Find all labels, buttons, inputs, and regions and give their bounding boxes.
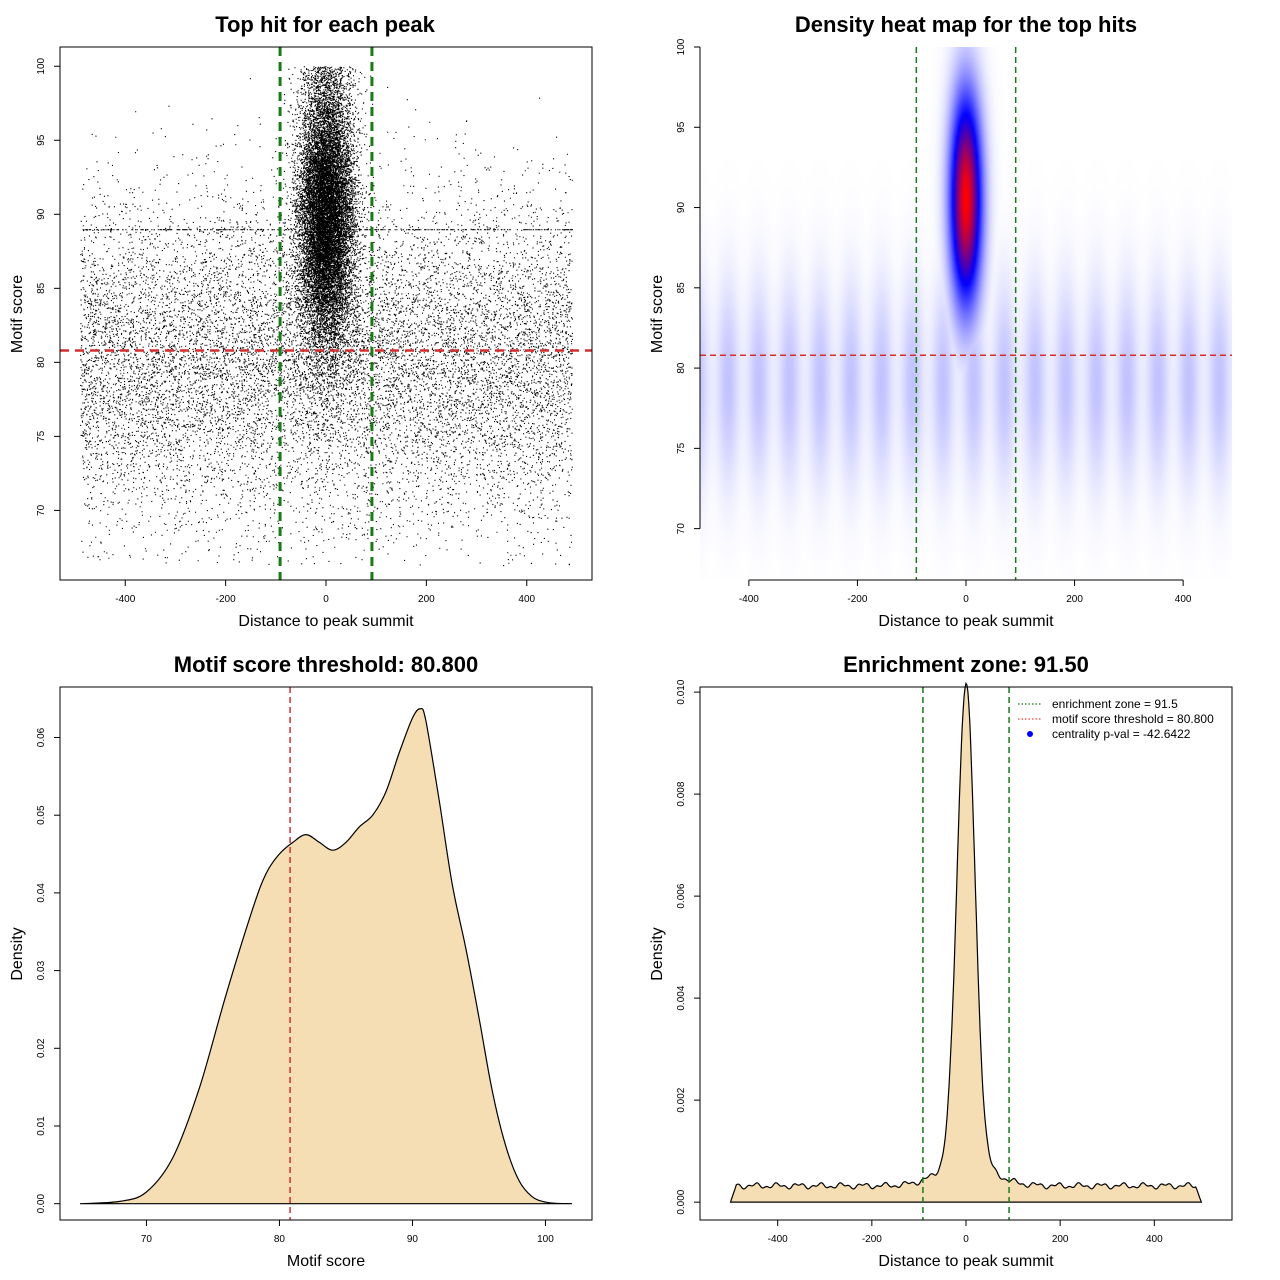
distance-density-x-label: Distance to peak summit: [878, 1253, 1054, 1270]
x-tick-label: -200: [847, 594, 867, 605]
y-tick-label: 95: [36, 134, 47, 146]
heatmap-reference-lines: [700, 47, 1232, 580]
y-tick-label: 0.000: [676, 1189, 687, 1214]
y-tick-label: 95: [676, 121, 687, 133]
x-tick-label: -200: [862, 1234, 882, 1245]
score-density-y-axis: 0.00 0.01 0.02 0.03 0.04 0.05 0.06: [36, 727, 61, 1214]
y-tick-label: 90: [676, 202, 687, 214]
y-tick-label: 0.05: [36, 805, 47, 825]
y-tick-label: 0.02: [36, 1038, 47, 1058]
legend-pval-swatch: [1027, 731, 1033, 737]
x-tick-label: 200: [1052, 1234, 1069, 1245]
y-tick-label: 0.03: [36, 960, 47, 980]
panel-score-density: Motif score threshold: 80.800 70 80 90 100 …: [9, 652, 593, 1270]
scatter-point-cloud: [80, 66, 573, 567]
x-tick-label: 400: [1175, 594, 1192, 605]
distance-density-y-axis: 0.000 0.002 0.004 0.006 0.008 0.010: [676, 679, 701, 1215]
scatter-x-axis: -400 -200 0 200 400: [115, 579, 536, 605]
y-tick-label: 0.004: [676, 985, 687, 1010]
distance-density-title: Enrichment zone: 91.50: [843, 652, 1089, 677]
y-tick-label: 100: [676, 38, 687, 55]
y-tick-label: 0.008: [676, 781, 687, 806]
panel-distance-density: Enrichment zone: 91.50 -400 -200 0 200 400 0…: [649, 652, 1233, 1270]
x-tick-label: -400: [768, 1234, 788, 1245]
y-tick-label: 80: [36, 356, 47, 368]
heatmap-x-axis: -400 -200 0 200 400: [739, 579, 1192, 605]
distance-density-y-label: Density: [649, 927, 666, 980]
legend-threshold-label: motif score threshold = 80.800: [1052, 712, 1214, 726]
scatter-y-axis: 70 75 80 85 90 95 100: [36, 57, 61, 516]
scatter-reference-lines: [60, 47, 592, 580]
y-tick-label: 90: [36, 208, 47, 220]
x-tick-label: 200: [418, 594, 435, 605]
panel-scatter: Top hit for each peak -400 -200 0 200 400 70…: [9, 12, 593, 630]
y-tick-label: 80: [676, 362, 687, 374]
y-tick-label: 0.00: [36, 1194, 47, 1214]
scatter-points: [80, 66, 573, 567]
distance-density-curve: [729, 681, 1203, 1203]
y-tick-label: 75: [36, 430, 47, 442]
y-tick-label: 75: [676, 442, 687, 454]
y-tick-label: 0.01: [36, 1116, 47, 1136]
score-density-x-label: Motif score: [287, 1253, 365, 1270]
x-tick-label: 80: [274, 1234, 286, 1245]
y-tick-label: 0.006: [676, 883, 687, 908]
scatter-x-label: Distance to peak summit: [238, 613, 414, 630]
score-density-y-label: Density: [9, 927, 26, 980]
x-tick-label: -400: [739, 594, 759, 605]
distance-density-x-axis: -400 -200 0 200 400: [768, 1219, 1163, 1245]
score-density-curve: [79, 708, 573, 1205]
x-tick-label: 100: [537, 1234, 554, 1245]
legend: enrichment zone = 91.5 motif score thres…: [1018, 697, 1214, 741]
panel-heatmap: Density heat map for the top hits -400 -2…: [649, 12, 1232, 630]
y-tick-label: 70: [676, 523, 687, 535]
heatmap-density-image: [700, 47, 1232, 580]
distance-density-zone-lines: [922, 687, 1010, 1220]
y-tick-label: 0.06: [36, 727, 47, 747]
legend-zone-label: enrichment zone = 91.5: [1052, 697, 1178, 711]
x-tick-label: 0: [963, 1234, 969, 1245]
x-tick-label: -400: [115, 594, 135, 605]
heatmap-y-label: Motif score: [649, 275, 666, 353]
x-tick-label: 200: [1066, 594, 1083, 605]
legend-pval-label: centrality p-val = -42.6422: [1052, 727, 1191, 741]
x-tick-label: 0: [323, 594, 329, 605]
x-tick-label: 400: [518, 594, 535, 605]
x-tick-label: -200: [216, 594, 236, 605]
x-tick-label: 0: [963, 594, 969, 605]
y-tick-label: 0.04: [36, 883, 47, 903]
heatmap-title: Density heat map for the top hits: [795, 12, 1137, 37]
x-tick-label: 90: [407, 1234, 419, 1245]
scatter-title: Top hit for each peak: [215, 12, 435, 37]
y-tick-label: 0.002: [676, 1087, 687, 1112]
heatmap-x-label: Distance to peak summit: [878, 613, 1054, 630]
y-tick-label: 85: [676, 282, 687, 294]
y-tick-label: 70: [36, 504, 47, 516]
heatmap-y-axis: 70 75 80 85 90 95 100: [676, 38, 701, 535]
score-density-title: Motif score threshold: 80.800: [174, 652, 478, 677]
x-tick-label: 70: [141, 1234, 153, 1245]
score-density-x-axis: 70 80 90 100: [141, 1219, 554, 1245]
scatter-y-label: Motif score: [9, 275, 26, 353]
y-tick-label: 0.010: [676, 679, 687, 704]
y-tick-label: 100: [36, 57, 47, 74]
y-tick-label: 85: [36, 282, 47, 294]
x-tick-label: 400: [1146, 1234, 1163, 1245]
